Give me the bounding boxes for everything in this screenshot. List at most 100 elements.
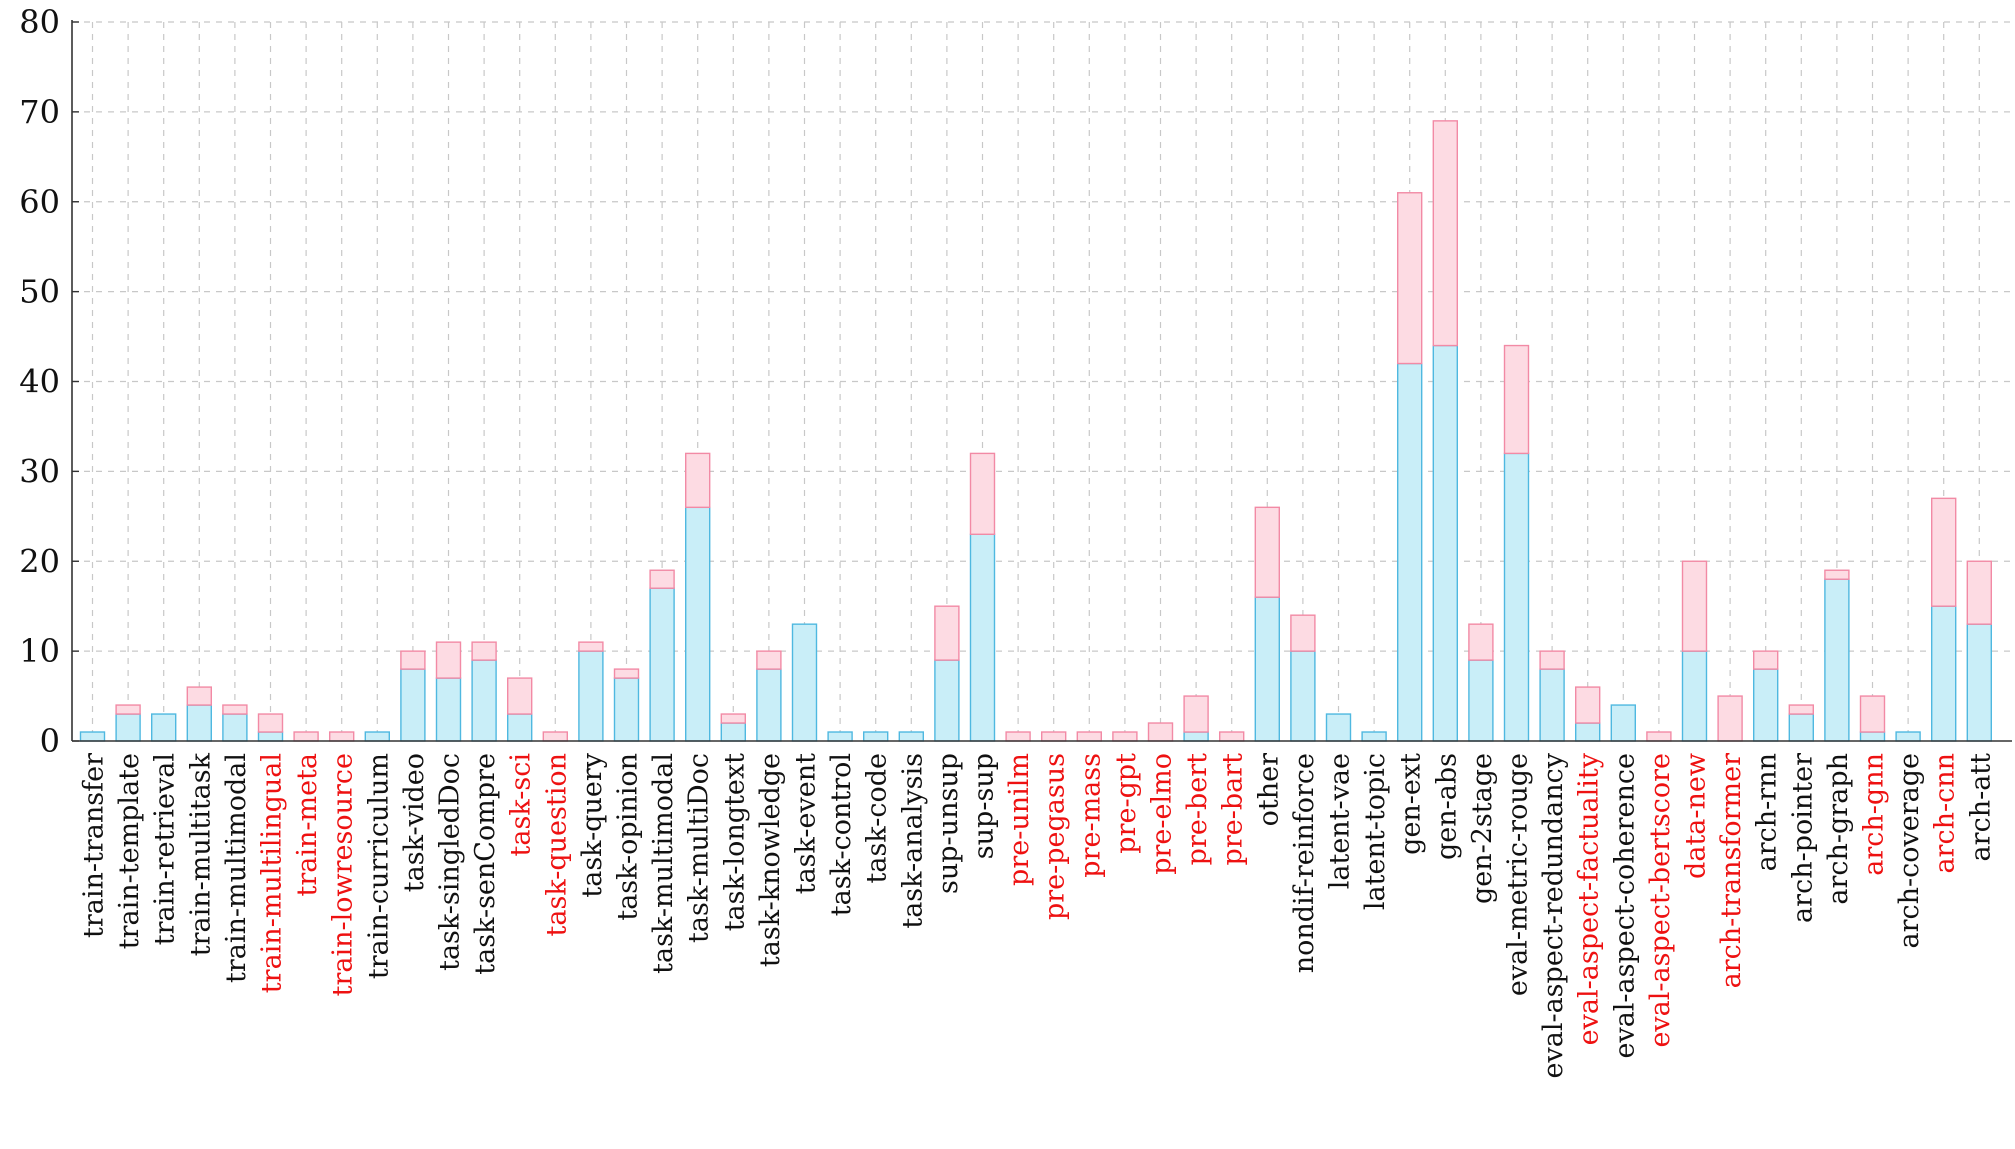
category-label-sup-unsup: sup-unsup — [933, 753, 964, 894]
bar-base-arch-pointer — [1788, 713, 1815, 742]
bar-top-pre-pegasus — [1040, 731, 1067, 742]
bar-top-arch-cnn — [1930, 497, 1957, 607]
bar-top-train-multitask — [186, 686, 213, 706]
bar-base-latent-vae — [1325, 713, 1352, 742]
category-label-eval-aspect-coherence: eval-aspect-coherence — [1609, 753, 1640, 1059]
bar-base-nondif-reinforce — [1290, 650, 1316, 742]
bar-top-arch-pointer — [1788, 704, 1815, 715]
y-tick-label-30: 30 — [19, 452, 60, 490]
bar-top-arch-transformer — [1717, 695, 1743, 742]
bar-top-gen-abs — [1432, 120, 1459, 347]
category-label-arch-rnn: arch-rnn — [1752, 753, 1783, 871]
bar-top-task-knowledge — [756, 650, 782, 670]
category-label-data-new: data-new — [1681, 753, 1712, 879]
category-label-task-multimodal: task-multimodal — [648, 753, 679, 974]
bar-base-task-singledDoc — [435, 677, 462, 742]
bar-base-other — [1254, 596, 1281, 742]
bar-base-arch-coverage — [1895, 731, 1921, 742]
y-tick-label-50: 50 — [19, 273, 60, 311]
bar-top-train-template — [115, 704, 141, 715]
bar-base-task-event — [791, 623, 818, 742]
category-label-eval-aspect-factuality: eval-aspect-factuality — [1574, 752, 1605, 1045]
category-label-train-curriculum: train-curriculum — [363, 753, 394, 979]
bar-base-eval-aspect-coherence — [1610, 704, 1637, 742]
category-label-train-template: train-template — [114, 753, 145, 949]
category-label-arch-gnn: arch-gnn — [1859, 753, 1890, 876]
category-label-pre-mass: pre-mass — [1075, 753, 1106, 878]
bar-base-task-analysis — [898, 731, 924, 742]
bar-top-eval-aspect-factuality — [1574, 686, 1601, 724]
bar-top-sup-unsup — [934, 605, 960, 661]
bar-base-arch-graph — [1824, 578, 1850, 742]
category-label-latent-topic: latent-topic — [1360, 753, 1391, 910]
bar-top-pre-bert — [1183, 695, 1209, 733]
category-label-other: other — [1253, 753, 1284, 826]
bar-top-task-multiDoc — [685, 452, 711, 509]
bar-base-train-template — [115, 713, 141, 742]
category-label-pre-bart: pre-bart — [1218, 753, 1249, 866]
category-label-pre-unilm: pre-unilm — [1004, 753, 1035, 886]
bar-base-eval-metric-rouge — [1503, 452, 1530, 742]
category-label-task-control: task-control — [826, 753, 857, 916]
category-label-train-multilingual: train-multilingual — [257, 753, 288, 993]
category-label-gen-2stage: gen-2stage — [1467, 753, 1498, 904]
bar-top-sup-sup — [969, 452, 996, 535]
bar-base-latent-topic — [1361, 731, 1387, 742]
category-label-task-sci: task-sci — [506, 753, 537, 857]
bar-top-nondif-reinforce — [1290, 614, 1316, 652]
bar-top-pre-mass — [1076, 731, 1103, 742]
bar-top-train-meta — [293, 731, 319, 742]
bar-base-pre-bert — [1183, 731, 1209, 742]
bar-base-eval-aspect-redundancy — [1539, 668, 1565, 742]
bar-base-task-knowledge — [756, 668, 782, 742]
category-label-eval-aspect-bertscore: eval-aspect-bertscore — [1645, 753, 1676, 1048]
bar-base-task-video — [400, 668, 426, 742]
category-label-pre-pegasus: pre-pegasus — [1040, 753, 1071, 920]
bar-top-other — [1254, 506, 1281, 598]
category-label-pre-elmo: pre-elmo — [1147, 753, 1178, 875]
category-label-train-lowresource: train-lowresource — [328, 753, 359, 996]
category-label-nondif-reinforce: nondif-reinforce — [1289, 753, 1320, 973]
bar-base-eval-aspect-factuality — [1574, 722, 1601, 742]
category-label-train-multimodal: train-multimodal — [221, 753, 252, 983]
category-label-train-retrieval: train-retrieval — [150, 753, 181, 945]
category-label-arch-cnn: arch-cnn — [1930, 753, 1961, 874]
bars — [79, 120, 1993, 742]
bar-base-gen-2stage — [1468, 659, 1494, 742]
y-tick-label-0: 0 — [40, 722, 60, 760]
bar-top-task-opinion — [613, 668, 640, 679]
bar-base-sup-sup — [969, 533, 996, 742]
axes — [71, 20, 2012, 742]
category-label-gen-abs: gen-abs — [1431, 753, 1462, 860]
bar-base-task-control — [827, 731, 853, 742]
category-label-task-senCompre: task-senCompre — [470, 753, 501, 975]
bar-base-task-code — [863, 731, 889, 742]
bar-base-task-sci — [507, 713, 533, 742]
category-label-arch-transformer: arch-transformer — [1716, 753, 1747, 988]
bar-top-eval-aspect-redundancy — [1539, 650, 1565, 670]
bar-top-pre-bart — [1218, 731, 1245, 742]
y-tick-label-40: 40 — [19, 363, 60, 401]
bar-base-gen-ext — [1396, 362, 1423, 742]
category-label-sup-sup: sup-sup — [969, 753, 1000, 859]
bar-base-train-multitask — [186, 704, 213, 742]
category-labels: train-transfer train-template train-retrie… — [79, 752, 1997, 1078]
y-tick-label-80: 80 — [19, 3, 60, 41]
category-label-arch-att: arch-att — [1965, 753, 1996, 862]
category-label-task-analysis: task-analysis — [897, 753, 928, 929]
bar-base-train-multimodal — [222, 713, 248, 742]
bar-top-arch-gnn — [1859, 695, 1886, 733]
bar-base-task-senCompre — [471, 659, 497, 742]
bar-base-arch-cnn — [1930, 605, 1957, 742]
bar-base-data-new — [1681, 650, 1708, 742]
bar-top-task-singledDoc — [435, 641, 462, 679]
category-label-train-multitask: train-multitask — [185, 752, 216, 956]
bar-base-gen-abs — [1432, 344, 1459, 742]
category-label-task-event: task-event — [791, 753, 822, 894]
bar-base-task-opinion — [613, 677, 640, 742]
bar-base-arch-rnn — [1752, 668, 1779, 742]
y-tick-label-60: 60 — [19, 183, 60, 221]
category-label-arch-pointer: arch-pointer — [1787, 753, 1818, 923]
